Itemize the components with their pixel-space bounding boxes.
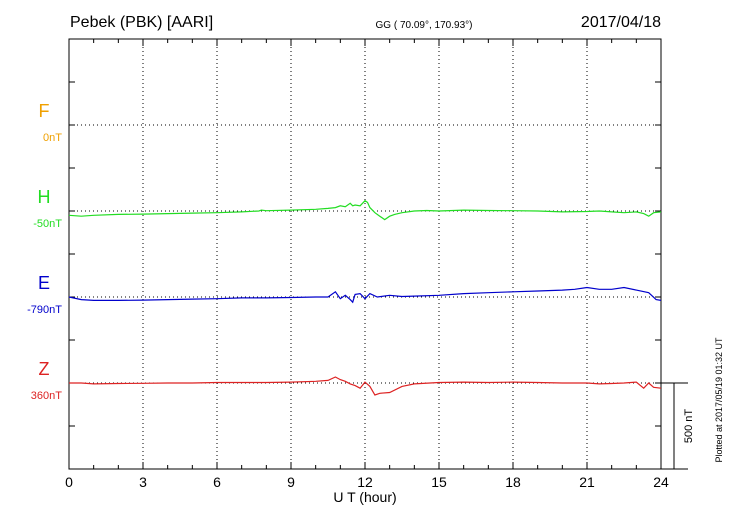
coordinates-label: GG ( 70.09°, 170.93°) — [376, 20, 473, 31]
date-label: 2017/04/18 — [581, 14, 661, 31]
component-labels: F 0nT H -50nT E -790nT Z 360nT — [27, 101, 62, 402]
station-title: Pebek (PBK) [AARI] — [70, 14, 213, 31]
series-line-z — [69, 376, 662, 396]
x-tick-label: 3 — [139, 474, 147, 490]
x-tick-label: 12 — [357, 474, 373, 490]
x-tick-label: 6 — [213, 474, 221, 490]
series-lines — [68, 199, 662, 396]
component-label-f: F — [39, 101, 50, 121]
baseline-label-z: 360nT — [31, 390, 62, 402]
frame-ticks — [68, 39, 662, 469]
component-label-h: H — [38, 187, 51, 207]
component-label-z: Z — [39, 359, 50, 379]
x-tick-label: 21 — [579, 474, 595, 490]
scale-bar: 500 nT — [661, 382, 695, 470]
x-tick-labels: 0 3 6 9 12 15 18 21 24 — [65, 474, 669, 490]
series-line-e — [68, 286, 662, 304]
x-tick-label: 0 — [65, 474, 73, 490]
x-tick-label: 15 — [431, 474, 447, 490]
series-line-h — [68, 199, 662, 221]
grid-lines — [69, 39, 661, 469]
plotted-at-label: Plotted at 2017/05/19 01:32 UT — [714, 337, 724, 463]
component-label-e: E — [38, 273, 50, 293]
baseline-label-h: -50nT — [33, 218, 62, 230]
x-tick-label: 18 — [505, 474, 521, 490]
baseline-label-f: 0nT — [43, 132, 62, 144]
x-tick-label: 24 — [653, 474, 669, 490]
x-axis-label: U T (hour) — [333, 489, 396, 505]
scale-bar-label: 500 nT — [683, 409, 695, 444]
baseline-label-e: -790nT — [27, 304, 62, 316]
x-tick-label: 9 — [287, 474, 295, 490]
